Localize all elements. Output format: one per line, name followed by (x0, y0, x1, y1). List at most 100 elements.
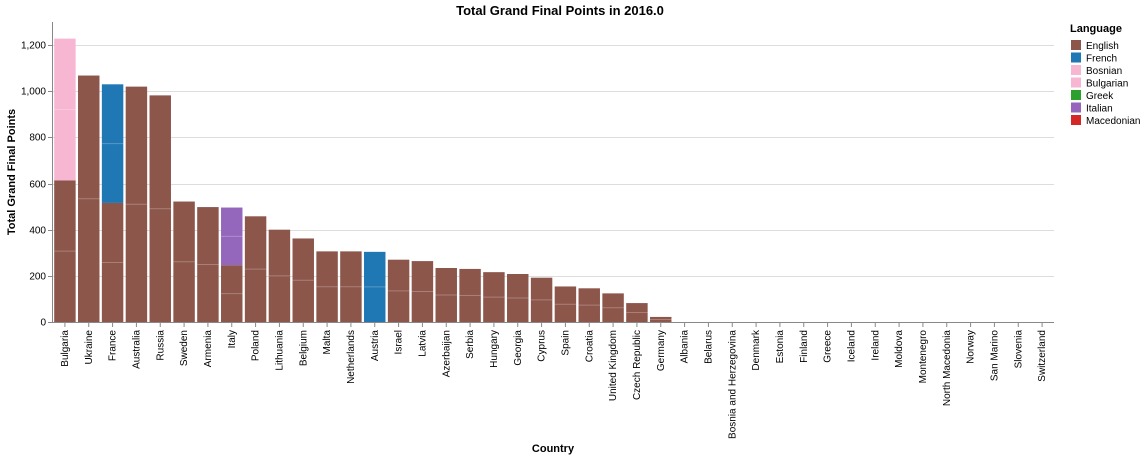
x-tick-label: Ireland (870, 330, 881, 361)
x-tick-label: Malta (322, 330, 333, 355)
x-tick-label: Greece (823, 330, 834, 363)
x-tick-label: Azerbaijan (441, 330, 452, 377)
legend-label: French (1086, 54, 1117, 65)
bars-group (54, 38, 672, 323)
bar-segment (387, 259, 410, 322)
legend-label: Bulgarian (1086, 79, 1128, 90)
x-ticks: Bulgaria Ukraine France Australia Russia Swed… (60, 322, 1048, 439)
x-tick-label: Croatia (584, 330, 595, 363)
x-tick-label: Spain (560, 330, 571, 356)
legend-label: Italian (1086, 104, 1113, 115)
x-tick-label: Switzerland (1037, 330, 1048, 382)
x-tick-label: Albania (680, 330, 691, 364)
x-tick-label: Bulgaria (60, 330, 71, 367)
x-tick-label: Estonia (775, 330, 786, 364)
x-tick-label: Slovenia (1013, 330, 1024, 369)
bar-segment (149, 95, 171, 322)
y-tick-label: 1,200 (21, 41, 46, 52)
x-tick-label: Bosnia and Herzegovina (727, 330, 738, 439)
x-tick-label: France (108, 330, 119, 362)
y-tick-label: 1,000 (21, 87, 46, 98)
legend-swatch (1071, 90, 1081, 100)
legend-label: English (1086, 41, 1119, 52)
bar-segment (459, 268, 481, 322)
x-tick-label: Montenegro (918, 330, 929, 384)
legend-swatch (1071, 77, 1081, 88)
legend-swatch (1071, 65, 1081, 75)
bar-segment (101, 84, 124, 203)
bar-segment (221, 207, 243, 266)
x-tick-label: Armenia (203, 330, 214, 368)
bar-segment (78, 75, 100, 322)
bar-segment (125, 86, 148, 323)
bar-segment (530, 277, 553, 322)
bar-segment (173, 201, 195, 322)
x-tick-label: Italy (227, 330, 238, 348)
y-tick-label: 0 (40, 318, 46, 329)
legend-label: Greek (1086, 91, 1114, 102)
x-tick-label: Georgia (513, 330, 524, 366)
x-tick-label: San Marino (989, 330, 1000, 382)
bar-segment (197, 207, 219, 322)
bar-segment (316, 251, 338, 322)
bar-segment (54, 180, 76, 322)
y-tick-label: 600 (29, 180, 46, 191)
bar-segment (221, 265, 243, 322)
bar-segment (54, 38, 76, 181)
x-tick-label: Belarus (703, 330, 714, 364)
x-tick-label: Russia (155, 330, 166, 361)
y-ticks: 0 200 400 600 800 1,000 1,200 (21, 41, 53, 329)
x-tick-label: Moldova (894, 330, 905, 368)
x-tick-label: Norway (966, 330, 977, 364)
x-tick-label: Latvia (417, 330, 428, 357)
bar-segment (101, 202, 124, 322)
x-tick-label: Sweden (179, 330, 190, 366)
bar-segment (483, 272, 505, 322)
bar-segment (364, 251, 386, 322)
legend-swatch (1071, 40, 1081, 50)
bar-segment (244, 216, 267, 322)
legend-label: Bosnian (1086, 66, 1122, 77)
x-tick-label: Netherlands (346, 330, 357, 384)
x-tick-label: Denmark (751, 329, 762, 371)
bar-segment (292, 238, 314, 322)
y-tick-label: 800 (29, 133, 46, 144)
x-tick-label: North Macedonia (942, 330, 953, 407)
x-tick-label: Ukraine (84, 330, 95, 365)
x-tick-label: Austria (370, 330, 381, 362)
x-tick-label: Poland (251, 330, 262, 361)
bar-segment (411, 261, 434, 322)
y-tick-label: 400 (29, 226, 46, 237)
gridlines (53, 45, 1054, 323)
axes-group (52, 22, 1054, 323)
bar-segment (507, 274, 529, 322)
x-tick-label: Serbia (465, 330, 476, 359)
x-axis-title: Country (532, 443, 575, 455)
bar-segment (554, 286, 577, 322)
legend-label: Macedonian (1086, 116, 1140, 127)
x-tick-label: Iceland (846, 330, 857, 362)
x-tick-label: Belgium (298, 330, 309, 366)
legend-swatch (1071, 115, 1081, 125)
bar-segment (650, 316, 672, 322)
bar-segment (340, 251, 362, 322)
x-tick-label: Cyprus (537, 330, 548, 362)
y-axis-title: Total Grand Final Points (6, 109, 18, 235)
x-tick-label: Hungary (489, 330, 500, 368)
x-tick-label: United Kingdom (608, 330, 619, 401)
x-tick-label: Australia (131, 330, 142, 369)
legend-swatch (1071, 102, 1081, 113)
bar-segment (626, 303, 648, 322)
x-tick-label: Finland (799, 330, 810, 363)
x-tick-label: Germany (656, 330, 667, 371)
x-tick-label: Israel (394, 330, 405, 354)
legend-swatch (1071, 52, 1081, 63)
bar-segment (435, 268, 457, 322)
bar-segment (578, 288, 600, 322)
legend-title: Language (1070, 23, 1122, 35)
bar-segment (268, 229, 291, 322)
y-tick-label: 200 (29, 272, 46, 283)
x-tick-label: Lithuania (274, 330, 285, 371)
